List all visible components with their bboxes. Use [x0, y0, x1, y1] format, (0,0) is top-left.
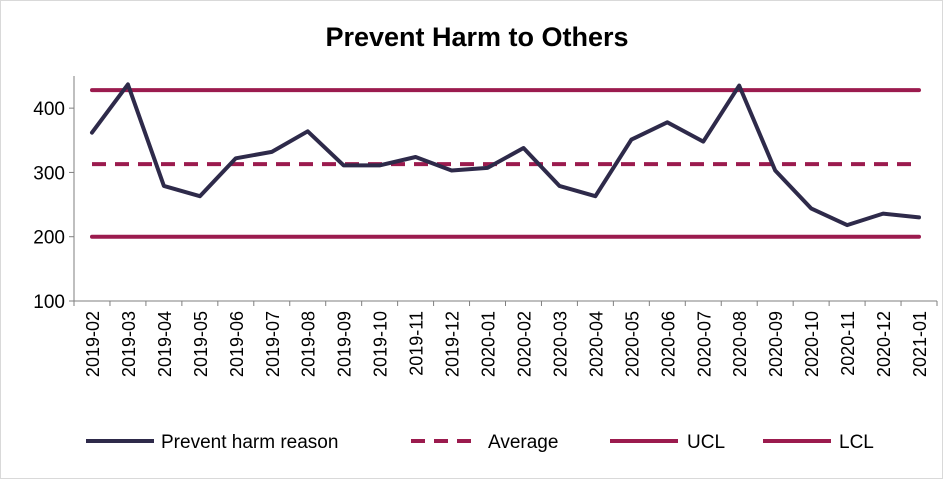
x-tick-label: 2020-08 — [730, 311, 750, 377]
legend: Prevent harm reason Average UCL LCL — [86, 432, 874, 453]
x-tick-label: 2020-09 — [766, 311, 786, 377]
y-tick-label: 400 — [33, 99, 65, 120]
x-tick-label: 2019-08 — [299, 311, 319, 377]
axes: 100 200 300 400 2019-02 2019-03 2019-04 2019-05… — [33, 76, 938, 377]
x-tick-label: 2019-12 — [443, 311, 463, 377]
y-tick-label: 100 — [33, 292, 65, 313]
x-tick-label: 2019-11 — [407, 311, 427, 376]
legend-label: UCL — [687, 432, 725, 453]
x-tick-label: 2020-11 — [838, 311, 858, 376]
x-tick-label: 2020-12 — [874, 311, 894, 377]
x-tick-label: 2019-10 — [371, 311, 391, 377]
x-tick-label: 2019-09 — [335, 311, 355, 377]
x-tick-label: 2020-05 — [622, 311, 642, 377]
series-line-prevent-harm-reason — [90, 82, 921, 228]
x-tick-label: 2019-07 — [263, 311, 283, 377]
x-tick-label: 2019-02 — [83, 311, 103, 377]
chart-title: Prevent Harm to Others — [325, 22, 628, 52]
series-layer — [90, 82, 921, 239]
legend-label: LCL — [839, 432, 874, 453]
x-tick-label: 2019-05 — [191, 311, 211, 377]
x-tick-label: 2021-01 — [910, 311, 930, 377]
legend-label: Prevent harm reason — [161, 432, 338, 453]
y-tick-label: 200 — [33, 228, 65, 249]
legend-label: Average — [488, 432, 558, 453]
x-tick-label: 2020-03 — [550, 311, 570, 377]
x-tick-label: 2020-07 — [694, 311, 714, 377]
x-tick-label: 2020-06 — [658, 311, 678, 377]
x-tick-label: 2020-10 — [802, 311, 822, 377]
x-tick-label: 2020-02 — [514, 311, 534, 377]
x-tick-label: 2019-03 — [119, 311, 139, 377]
x-tick-label: 2019-04 — [155, 311, 175, 377]
y-tick-label: 300 — [33, 163, 65, 184]
x-tick-label: 2020-04 — [586, 311, 606, 377]
x-tick-label: 2019-06 — [227, 311, 247, 377]
x-tick-label: 2020-01 — [479, 311, 499, 377]
